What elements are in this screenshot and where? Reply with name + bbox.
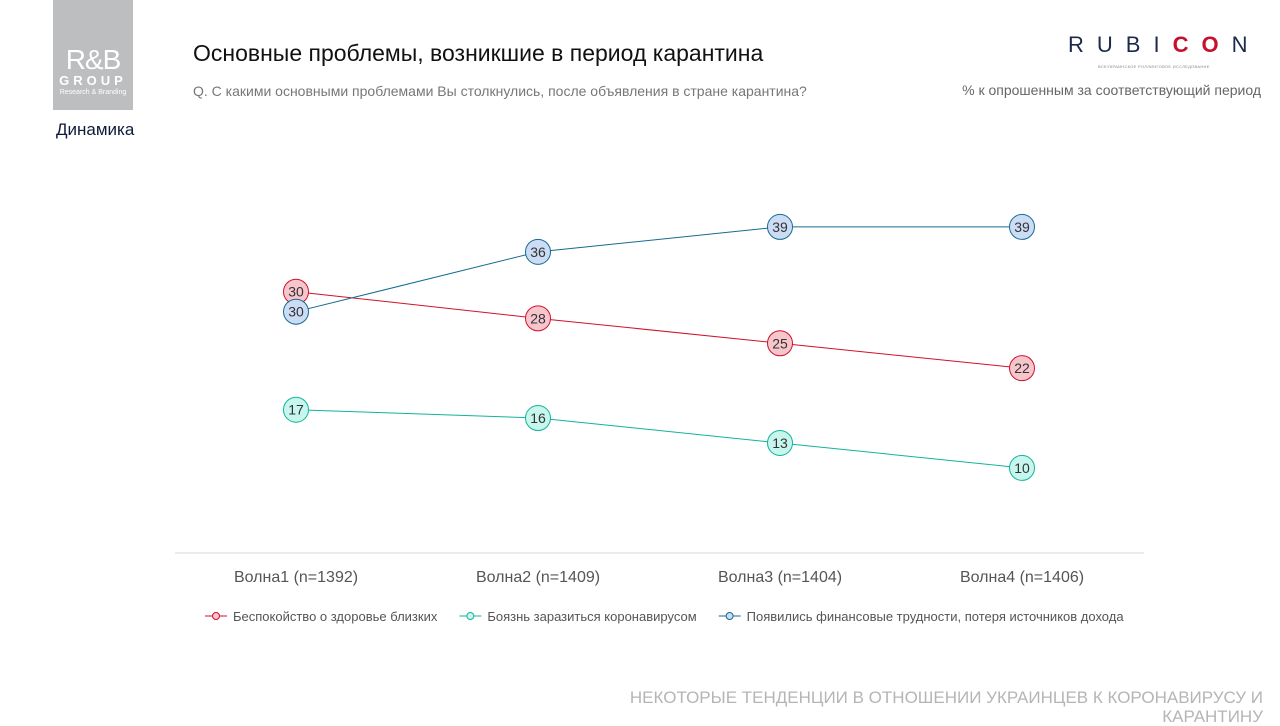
data-label: 16 bbox=[530, 410, 546, 426]
legend-marker bbox=[212, 612, 220, 620]
section-label: Динамика bbox=[56, 120, 135, 139]
data-point bbox=[525, 305, 551, 332]
x-tick-label: Волна4 (n=1406) bbox=[960, 569, 1084, 586]
legend-marker bbox=[466, 612, 475, 620]
data-label: 10 bbox=[1014, 460, 1030, 476]
logo-text: R&B bbox=[65, 44, 122, 75]
x-tick-label: Волна2 (n=1409) bbox=[476, 569, 600, 586]
unit-note: % к опрошенным за соответствующий период bbox=[962, 82, 1261, 98]
data-label: 22 bbox=[1014, 360, 1030, 376]
data-point bbox=[283, 298, 309, 325]
question-subtitle: Q. С какими основными проблемами Вы стол… bbox=[193, 83, 807, 99]
data-point bbox=[767, 429, 793, 456]
series-line bbox=[295, 409, 1023, 469]
data-label: 25 bbox=[772, 335, 788, 351]
rubicon-tagline: ВСЕУКРАИНСКОЕ РОЛЛИНГОВОЕ ИССЛЕДОВАНИЕ bbox=[1098, 64, 1210, 69]
data-label: 28 bbox=[530, 310, 546, 326]
data-point bbox=[525, 238, 551, 265]
rb-group-logo: R&B GROUP Research & Branding bbox=[53, 0, 133, 110]
data-label: 13 bbox=[772, 435, 788, 451]
legend-label: Боязнь заразиться коронавирусом bbox=[487, 609, 696, 624]
data-label: 17 bbox=[288, 402, 304, 418]
page-title: Основные проблемы, возникшие в период ка… bbox=[193, 40, 764, 66]
data-point bbox=[283, 396, 309, 423]
data-label: 39 bbox=[772, 219, 788, 235]
data-label: 39 bbox=[1014, 219, 1030, 235]
data-label: 30 bbox=[288, 284, 304, 300]
logo-text: Research & Branding bbox=[59, 89, 127, 96]
rubicon-logo: RUBICON bbox=[1068, 32, 1261, 57]
x-tick-label: Волна3 (n=1404) bbox=[718, 569, 842, 586]
data-label: 30 bbox=[288, 304, 304, 320]
data-point bbox=[525, 405, 551, 432]
legend-marker bbox=[725, 612, 734, 620]
data-point bbox=[767, 330, 793, 357]
data-point bbox=[1009, 454, 1035, 481]
x-tick-label: Волна1 (n=1392) bbox=[234, 569, 358, 586]
logo-text: GROUP bbox=[59, 73, 127, 88]
legend-label: Появились финансовые трудности, потеря и… bbox=[747, 609, 1125, 624]
data-label: 36 bbox=[530, 244, 546, 260]
series-line bbox=[295, 291, 1023, 369]
data-point bbox=[1009, 355, 1035, 382]
data-point bbox=[1009, 213, 1035, 240]
data-point bbox=[767, 213, 793, 240]
series-line bbox=[295, 226, 1022, 313]
legend-label: Беспокойство о здоровье близких bbox=[233, 609, 438, 624]
